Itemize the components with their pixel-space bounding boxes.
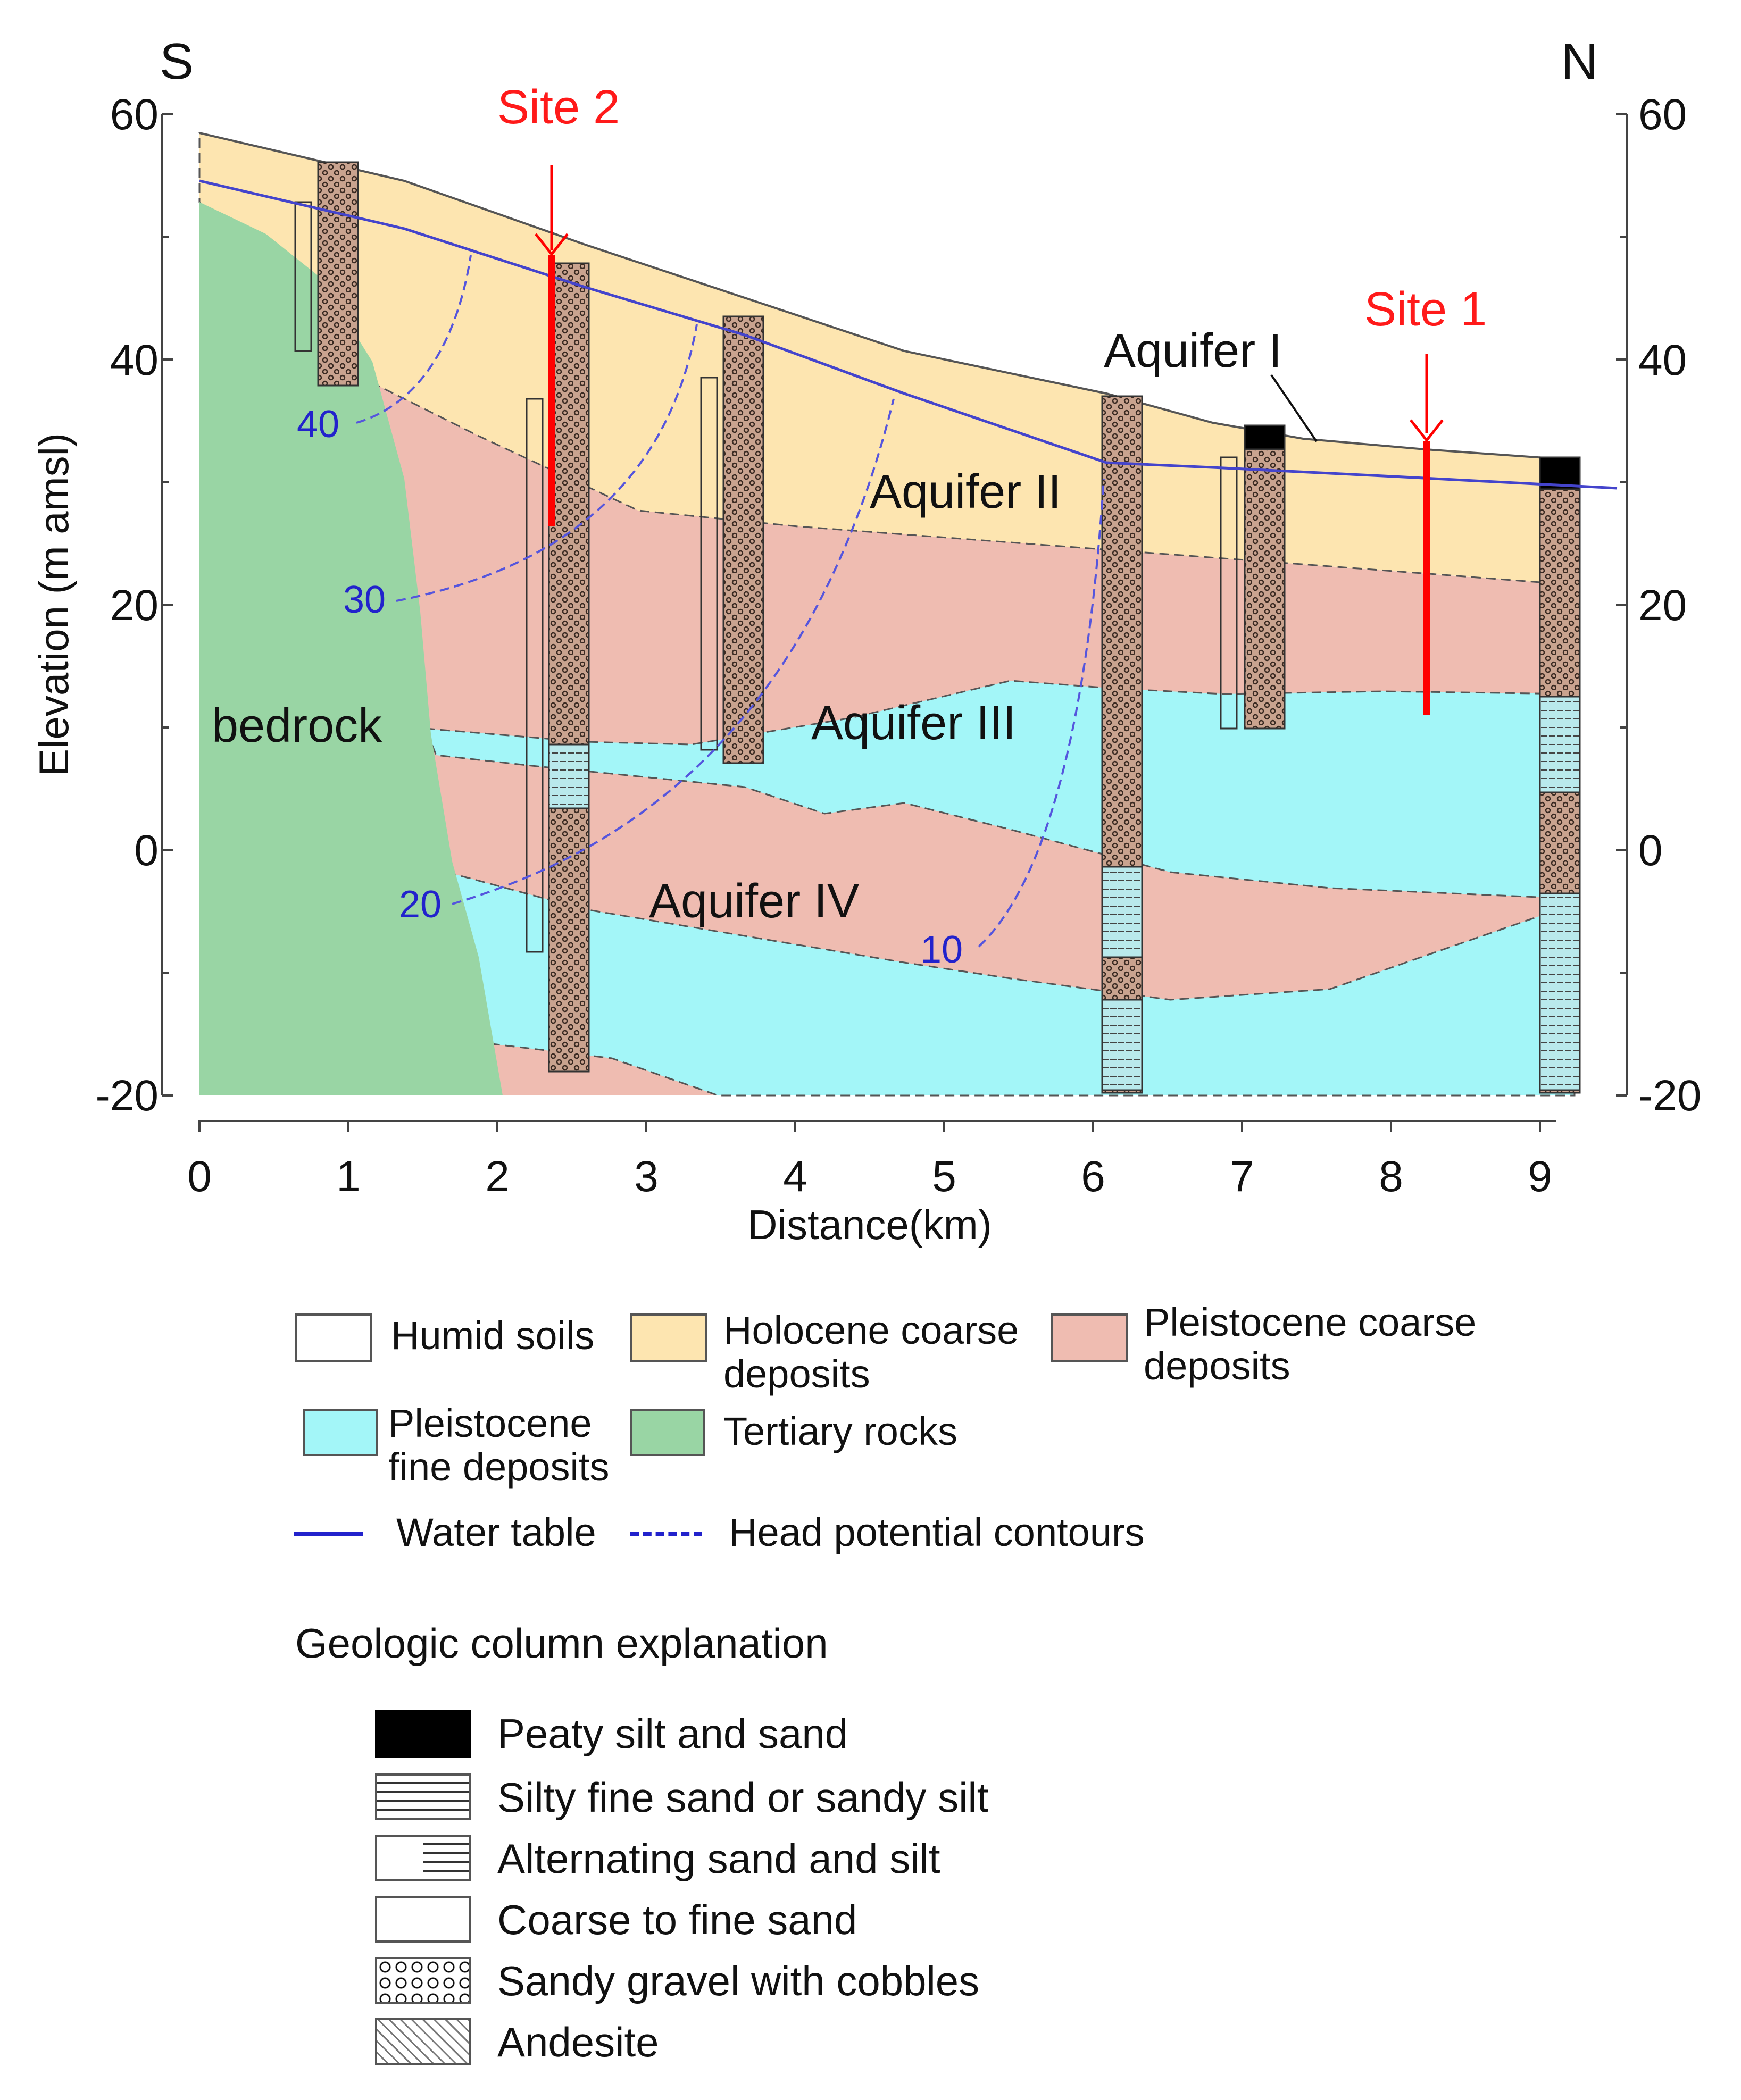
y-tick-right: 0 — [1638, 826, 1663, 875]
silt-segment — [548, 743, 590, 809]
direction-north: N — [1561, 33, 1598, 90]
legend-label: Water table — [396, 1510, 596, 1554]
bedrock-label: bedrock — [212, 699, 382, 752]
pleistocene-coarse-swatch — [1051, 1313, 1128, 1362]
silt-segment — [1101, 866, 1143, 958]
water-table-swatch — [294, 1532, 363, 1536]
contour-label: 10 — [920, 928, 963, 971]
aquifer-i-leader — [1270, 374, 1318, 442]
x-tick: 2 — [485, 1152, 510, 1201]
y-tick-left: 40 — [110, 336, 159, 384]
site-2-label: Site 2 — [497, 81, 620, 134]
humid-soils-swatch — [295, 1313, 372, 1362]
x-tick: 4 — [783, 1152, 807, 1201]
aquifer-iv-label: Aquifer IV — [649, 875, 859, 928]
y-tick-left: 60 — [110, 90, 159, 139]
aquifer-ii-label: Aquifer II — [870, 465, 1061, 518]
contour-label: 40 — [297, 403, 339, 446]
head-contours-swatch — [630, 1532, 702, 1536]
y-tick-right: 40 — [1638, 336, 1687, 384]
legend-label: fine deposits — [388, 1445, 610, 1489]
legend-label: deposits — [723, 1352, 870, 1396]
well-casing — [1220, 456, 1238, 730]
legend-label: Holocene coarse — [723, 1308, 1019, 1352]
aquifer-iii-label: Aquifer III — [811, 697, 1016, 750]
water-table-line — [199, 179, 1618, 490]
column-legend-label: Alternating sand and silt — [497, 1835, 940, 1882]
legend-label: Head potential contours — [729, 1510, 1145, 1554]
pleistocene-fine-swatch — [303, 1409, 378, 1456]
direction-south: S — [160, 33, 194, 90]
y-tick-right: 60 — [1638, 90, 1687, 139]
y-tick-left: 0 — [134, 826, 159, 875]
well-casing — [294, 201, 312, 352]
silt-segment — [1539, 892, 1581, 1091]
x-tick: 3 — [634, 1152, 659, 1201]
column-legend-label: Silty fine sand or sandy silt — [497, 1774, 989, 1821]
contour-label: 30 — [343, 579, 386, 621]
silt-segment — [1539, 696, 1581, 793]
site-1-label: Site 1 — [1364, 283, 1487, 336]
x-tick: 0 — [187, 1152, 212, 1201]
alternating-sand-silt-swatch — [375, 1835, 471, 1881]
column-legend-label: Peaty silt and sand — [497, 1710, 848, 1757]
y-tick-left: 20 — [110, 581, 159, 630]
borehole-column — [1101, 395, 1143, 1094]
column-legend-title: Geologic column explanation — [295, 1620, 828, 1667]
pleistocene-fine-lower — [446, 871, 1576, 1097]
well-casing — [700, 377, 718, 751]
y-tick-right: 20 — [1638, 581, 1687, 630]
borehole-column — [548, 262, 590, 1073]
legend-label: Tertiary rocks — [723, 1409, 957, 1453]
aquifer-i-label: Aquifer I — [1104, 324, 1282, 378]
column-legend-label: Sandy gravel with cobbles — [497, 1957, 980, 2004]
sandy-gravel-swatch — [375, 1957, 471, 2004]
head-potential-contours — [356, 255, 1105, 948]
borehole-column — [1244, 424, 1286, 730]
legend-label: Pleistocene coarse — [1144, 1300, 1477, 1344]
well-casing — [526, 398, 544, 953]
column-legend-label: Coarse to fine sand — [497, 1896, 857, 1943]
column-legend-label: Andesite — [497, 2019, 659, 2065]
cross-section-diagram: 40 30 20 10 Site 2 Site 1 Aquifer I Aqui… — [30, 33, 1702, 1248]
legend-label: Pleistocene — [388, 1401, 592, 1445]
contour-label: 20 — [399, 883, 442, 926]
axes — [161, 113, 1628, 1132]
silty-fine-sand-swatch — [375, 1773, 471, 1820]
tertiary-rocks-swatch — [630, 1409, 705, 1456]
coarse-fine-sand-swatch — [375, 1896, 471, 1943]
y-tick-left: -20 — [95, 1072, 159, 1120]
x-tick: 1 — [336, 1152, 361, 1201]
borehole-column — [722, 315, 764, 764]
site-markers — [535, 165, 1444, 715]
holocene-swatch — [630, 1313, 707, 1362]
ground-surface — [199, 132, 1575, 461]
x-tick: 7 — [1230, 1152, 1254, 1201]
legend-label: Humid soils — [391, 1313, 595, 1358]
y-tick-right: -20 — [1638, 1072, 1702, 1120]
x-axis-label: Distance(km) — [747, 1201, 992, 1248]
tertiary-rocks — [199, 202, 503, 1095]
borehole-column — [317, 161, 359, 387]
geology-layers — [198, 132, 1576, 1097]
y-axis-label: Elevation (m amsl) — [30, 433, 77, 776]
x-tick: 8 — [1379, 1152, 1403, 1201]
x-tick: 5 — [932, 1152, 956, 1201]
x-tick: 9 — [1528, 1152, 1552, 1201]
boreholes — [294, 161, 1581, 1094]
peaty-silt-block — [1244, 424, 1286, 450]
andesite-swatch — [375, 2018, 471, 2065]
pleistocene-fine-deposits — [424, 680, 1576, 900]
legend-label: deposits — [1144, 1344, 1290, 1388]
silt-segment — [1101, 999, 1143, 1091]
peaty-silt-swatch — [375, 1710, 471, 1758]
x-tick: 6 — [1081, 1152, 1105, 1201]
